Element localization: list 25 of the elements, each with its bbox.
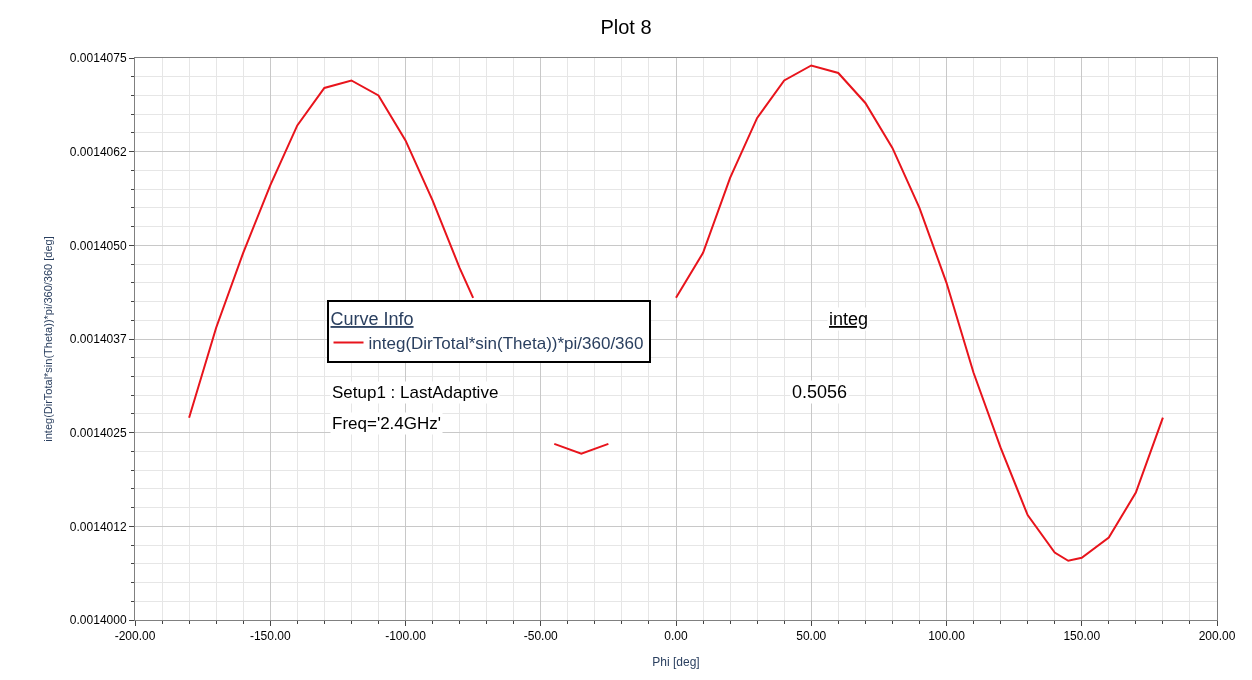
x-tick-label: -200.00 bbox=[114, 629, 156, 644]
x-tick-label: 150.00 bbox=[1063, 629, 1101, 644]
y-tick-label: 0.0014025 bbox=[69, 425, 127, 440]
y-tick-label: 0.0014037 bbox=[69, 332, 127, 347]
legend-label: integ(DirTotal*sin(Theta))*pi/360/360 bbox=[368, 334, 644, 354]
x-axis-title: Phi [deg] bbox=[652, 655, 700, 670]
y-tick-label: 0.0014012 bbox=[69, 519, 127, 534]
x-tick-label: 0.00 bbox=[664, 629, 688, 644]
annotation: 0.5056 bbox=[792, 382, 848, 402]
annotation: Freq='2.4GHz' bbox=[332, 414, 442, 433]
annotation: integ bbox=[829, 309, 869, 329]
x-tick-label: -150.00 bbox=[249, 629, 291, 644]
x-tick-label: 100.00 bbox=[928, 629, 966, 644]
x-tick-label: 200.00 bbox=[1198, 629, 1236, 644]
x-tick-label: -100.00 bbox=[385, 629, 427, 644]
y-tick-label: 0.0014075 bbox=[69, 51, 127, 66]
x-tick-label: -50.00 bbox=[523, 629, 559, 644]
y-tick-label: 0.0014050 bbox=[69, 238, 127, 253]
y-tick-label: 0.0014000 bbox=[69, 613, 127, 628]
legend-title: Curve Info bbox=[330, 309, 414, 330]
y-axis-title: integ(DirTotal*sin(Theta))*pi/360/360 [deg] bbox=[41, 236, 54, 442]
y-tick-label: 0.0014062 bbox=[69, 144, 127, 159]
annotation: Setup1 : LastAdaptive bbox=[332, 383, 499, 402]
chart-title: Plot 8 bbox=[600, 16, 652, 39]
x-tick-label: 50.00 bbox=[796, 629, 827, 644]
